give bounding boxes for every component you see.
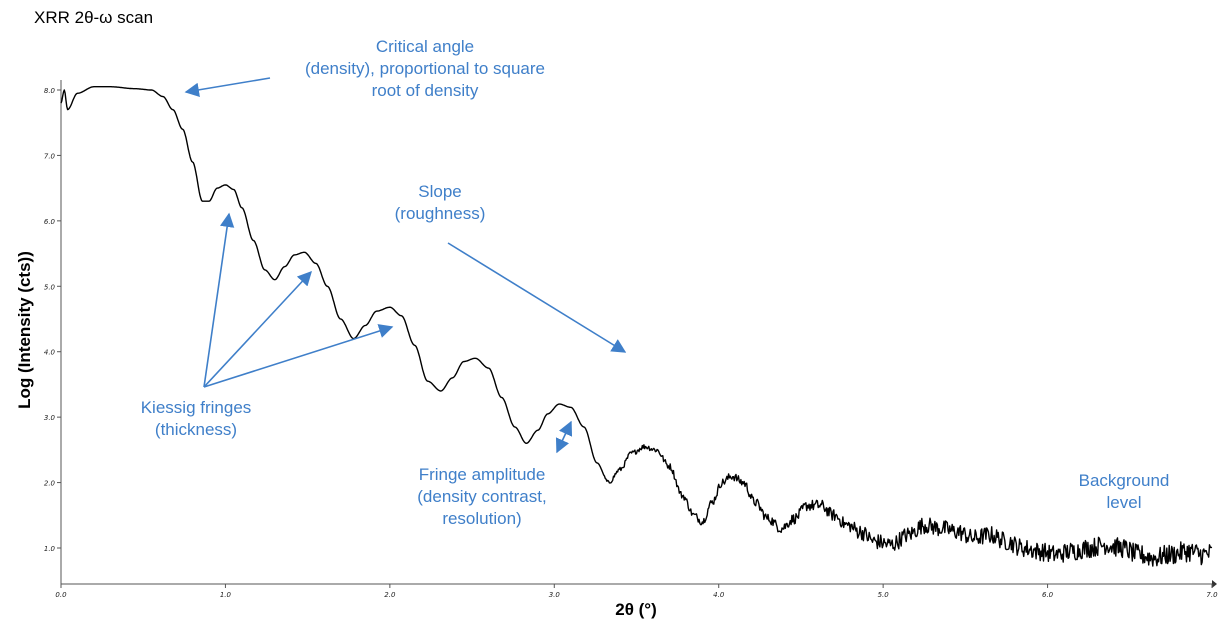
slope-line-1: Slope — [418, 182, 462, 201]
y-tick-label: 6.0 — [44, 218, 56, 226]
x-tick-label: 4.0 — [713, 591, 725, 599]
y-tick-label: 8.0 — [44, 87, 56, 95]
critical-angle-line-3: root of density — [371, 81, 479, 100]
critical-angle-arrow — [184, 77, 271, 97]
x-tick-label: 3.0 — [549, 591, 561, 599]
x-tick-label: 2.0 — [384, 591, 396, 599]
intensity-series-line — [60, 85, 1213, 567]
background-level-annotation: Background level — [1064, 470, 1184, 514]
slope-arrow — [447, 242, 627, 353]
x-axis-arrow-icon — [1212, 580, 1217, 588]
kiessig-arrow-1 — [203, 212, 235, 388]
kiessig-arrow-3 — [203, 324, 394, 388]
y-tick-label: 2.0 — [44, 480, 56, 488]
y-tick-label: 7.0 — [44, 152, 56, 160]
critical-angle-annotation: Critical angle (density), proportional t… — [270, 36, 580, 102]
critical-angle-line-2: (density), proportional to square — [304, 59, 546, 78]
x-axis-label: 2θ (°) — [615, 600, 657, 619]
slope-annotation: Slope (roughness) — [370, 181, 510, 225]
x-tick-label: 0.0 — [55, 591, 67, 599]
y-tick-label: 5.0 — [44, 283, 56, 291]
x-tick-label: 6.0 — [1042, 591, 1054, 599]
background-line-1: Background — [1078, 471, 1170, 490]
x-tick-label: 7.0 — [1206, 591, 1218, 599]
y-axis-label: Log (Intensity (cts)) — [15, 251, 34, 409]
x-tick-label: 1.0 — [220, 591, 232, 599]
background-line-2: level — [1106, 493, 1142, 512]
fringe-amplitude-line-1: Fringe amplitude — [418, 465, 546, 484]
kiessig-arrow-2 — [203, 270, 312, 388]
kiessig-line-2: (thickness) — [154, 420, 238, 439]
y-tick-label: 3.0 — [44, 414, 56, 422]
kiessig-fringes-annotation: Kiessig fringes (thickness) — [116, 397, 276, 441]
x-tick-label: 5.0 — [878, 591, 890, 599]
axes: 0.0 1.0 2.0 3.0 4.0 5.0 6.0 7.0 1.0 2.0 3.0 4.0 5.0 6… — [44, 80, 1218, 599]
slope-line-2: (roughness) — [394, 204, 486, 223]
critical-angle-line-1: Critical angle — [375, 37, 475, 56]
fringe-amplitude-line-2: (density contrast, — [417, 487, 547, 506]
fringe-amplitude-arrow — [555, 420, 573, 454]
data-series — [60, 85, 1213, 567]
chart-title: XRR 2θ-ω scan — [34, 8, 154, 27]
fringe-amplitude-annotation: Fringe amplitude (density contrast, reso… — [397, 464, 567, 530]
annotation-arrows — [184, 77, 627, 454]
y-tick-label: 4.0 — [44, 349, 56, 357]
kiessig-line-1: Kiessig fringes — [140, 398, 252, 417]
fringe-amplitude-line-3: resolution) — [442, 509, 522, 528]
y-tick-label: 1.0 — [44, 545, 56, 553]
